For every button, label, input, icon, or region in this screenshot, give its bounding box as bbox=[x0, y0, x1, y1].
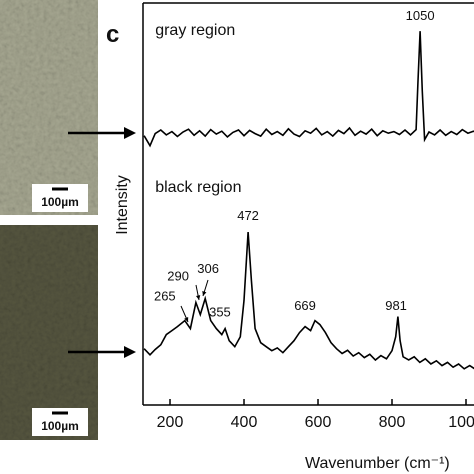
spectrum-line bbox=[143, 232, 474, 370]
arrow-head bbox=[124, 346, 136, 358]
x-tick-label: 800 bbox=[379, 414, 406, 431]
scale-label: 100µm bbox=[41, 419, 79, 433]
x-axis-label: Wavenumber (cm⁻¹) bbox=[305, 455, 450, 472]
peak-pointer-head bbox=[202, 291, 207, 296]
micrograph-black bbox=[0, 225, 98, 440]
peak-label: 981 bbox=[385, 298, 407, 313]
series-label: gray region bbox=[155, 22, 235, 39]
x-tick-label: 400 bbox=[231, 414, 258, 431]
peak-pointer-head bbox=[195, 295, 201, 300]
y-axis-label: Intensity bbox=[114, 175, 131, 235]
x-tick-label: 1000 bbox=[448, 414, 474, 431]
peak-label: 669 bbox=[294, 298, 316, 313]
peak-label: 355 bbox=[209, 305, 231, 320]
spectrum-line bbox=[143, 31, 474, 148]
peak-label: 472 bbox=[237, 208, 259, 223]
peak-label: 265 bbox=[154, 288, 176, 303]
peak-pointer-head bbox=[184, 317, 189, 322]
scale-label: 100µm bbox=[41, 195, 79, 209]
micrograph-gray bbox=[0, 0, 98, 215]
arrow-head bbox=[124, 127, 136, 139]
peak-label: 1050 bbox=[406, 8, 435, 23]
x-tick-label: 200 bbox=[157, 414, 184, 431]
x-tick-label: 600 bbox=[305, 414, 332, 431]
series-label: black region bbox=[155, 179, 241, 196]
peak-label: 306 bbox=[197, 261, 219, 276]
peak-label: 290 bbox=[167, 268, 189, 283]
panel-label: c bbox=[106, 21, 119, 48]
